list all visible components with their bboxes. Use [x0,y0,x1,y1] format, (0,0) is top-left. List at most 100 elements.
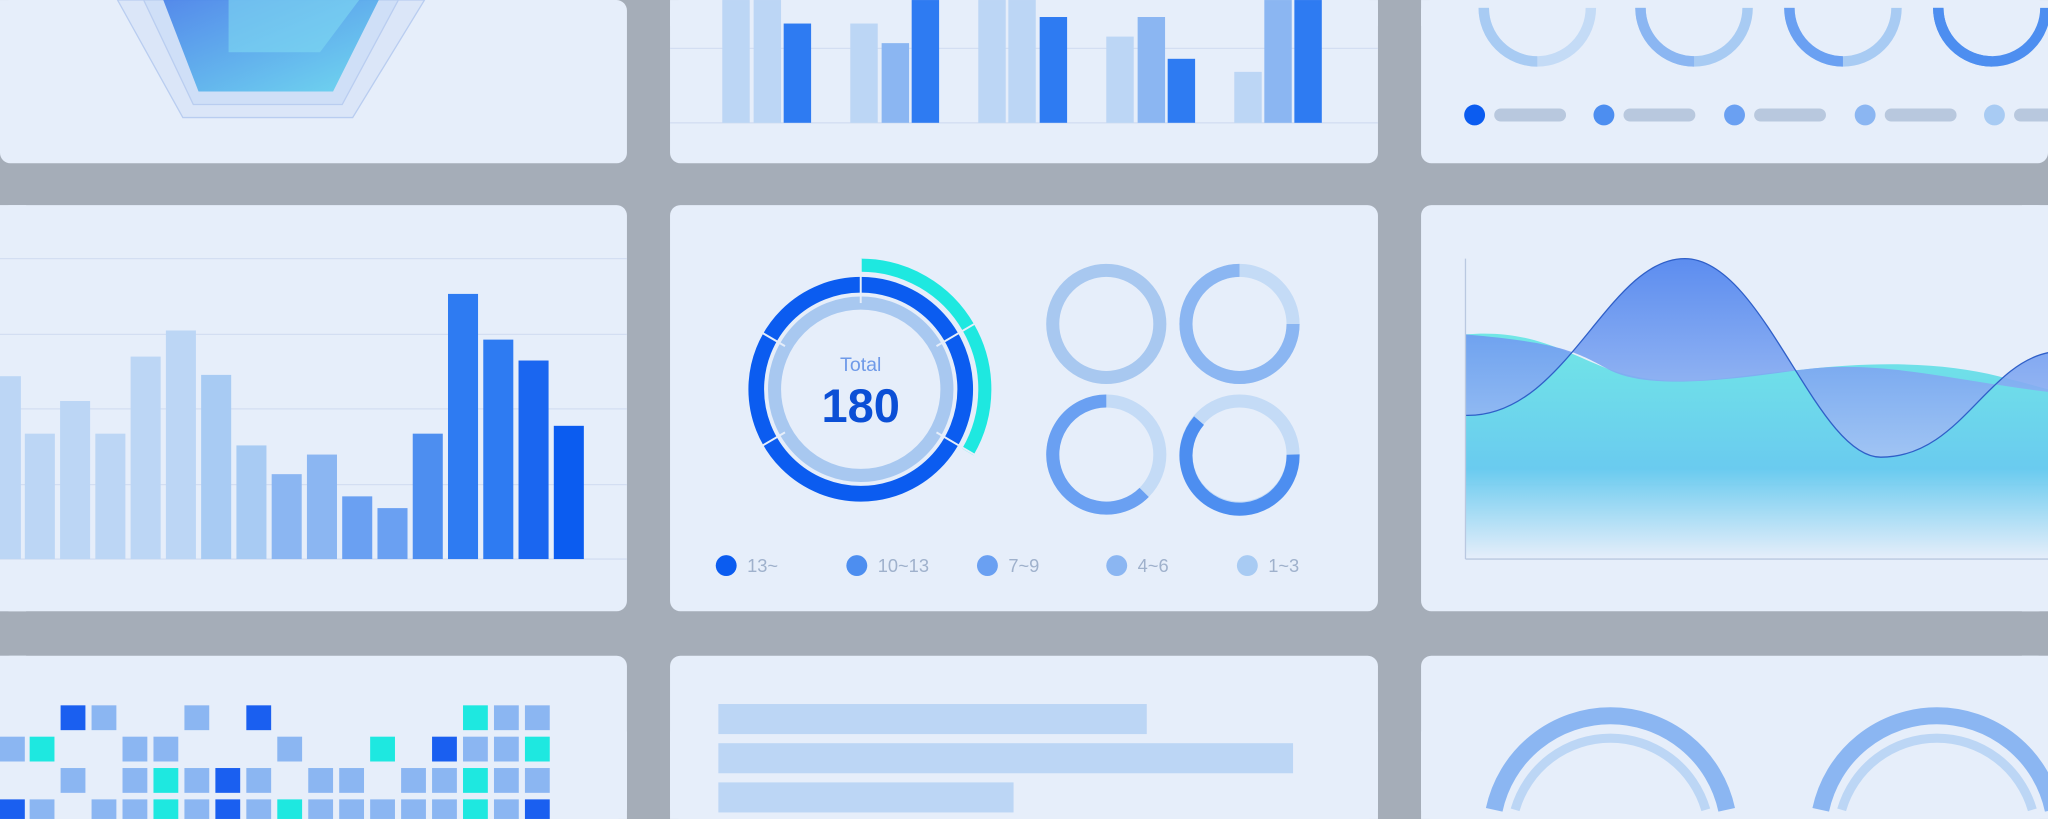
legend-dot [1464,104,1486,126]
legend-label: 4~6 [1138,555,1169,576]
area-chart [1464,257,2048,560]
bar [978,0,1006,123]
heat-cell [0,736,25,762]
progress-ring-fill [1784,7,1844,67]
legend-placeholder [1623,108,1696,122]
legend-dot [1593,104,1615,126]
heat-cell [29,736,55,762]
hbar [718,704,1147,735]
heat-cell [60,705,86,731]
heat-cell [493,799,519,819]
heat-cell [246,705,272,731]
legend-item[interactable]: 4~6 [1106,555,1169,576]
bar [1039,17,1068,123]
gauge-ring [1485,707,1735,812]
heat-cell [91,799,117,819]
grouped-bars [722,0,1322,123]
bar [377,508,408,560]
heat-cell [0,799,25,819]
heat-cell [463,705,488,731]
progress-ring-fill [1635,7,1695,67]
mini-donuts [1046,263,1300,516]
heat-cell [246,768,272,793]
progress-rings [1464,7,2048,126]
bar [1167,58,1196,123]
donut-total-value: 180 [822,379,900,432]
gauge-ring [1812,707,2048,812]
bar [1294,0,1322,123]
bar [95,433,126,560]
heat-cell [215,768,241,793]
heat-cell [524,799,550,819]
heat-cell [432,736,457,762]
legend-label: 1~3 [1268,555,1299,576]
progress-ring-fill [1478,7,1538,67]
bar [0,376,21,560]
legend: 13~ 10~13 7~9 4~6 1~3 [715,555,1299,576]
legend-placeholder [1494,108,1567,122]
bar [412,433,443,560]
heat-cell [122,736,148,762]
heat-cell [60,768,86,793]
heat-cell [524,736,550,762]
legend-item[interactable]: 10~13 [846,555,929,576]
bar [911,0,940,123]
legend-placeholder [1884,108,1957,122]
heat-cell [215,799,241,819]
heat-cell [463,736,488,762]
heat-cell [493,705,519,731]
heat-cell [308,799,334,819]
legend-placeholder [2014,108,2048,122]
hbar [718,743,1294,774]
bar [1106,36,1134,123]
heat-cell [153,736,179,762]
heat-cell [277,736,303,762]
heat-cell [153,768,179,793]
heat-cell [277,799,303,819]
bar [306,454,337,560]
bar [483,339,514,560]
heat-cell [493,768,519,793]
bar [236,445,267,560]
gauge-rings [1485,707,2048,812]
legend-item[interactable]: 13~ [715,555,778,576]
heat-cell [122,768,148,793]
bar [783,23,812,123]
heatmap [0,705,550,819]
heat-cell [432,799,457,819]
heat-cell [401,768,426,793]
bar [1264,0,1292,123]
bar [271,474,302,560]
bar [722,0,750,123]
area-series-blue [1465,258,2048,458]
heat-cell [432,768,457,793]
heat-cell [370,736,395,762]
heat-cell [463,799,488,819]
bar [881,43,910,123]
legend-dot [1984,104,2005,126]
mini-donut [1179,416,1300,516]
bar [850,23,878,123]
legend-label: 7~9 [1008,555,1039,576]
heat-cell [29,799,55,819]
legend-label: 13~ [747,555,778,576]
heat-cell [91,705,117,731]
legend-item[interactable]: 7~9 [976,555,1039,576]
mini-donut [1046,263,1167,385]
bar [518,360,549,560]
heat-cell [122,799,148,819]
bar [1008,0,1036,123]
legend-dot [1854,104,1876,126]
bar [1137,17,1166,123]
heat-cell [401,799,426,819]
legend-placeholder [1754,108,1826,122]
heat-cell [153,799,179,819]
bar [753,0,782,123]
donut-label: Total [840,354,881,376]
total-donut: Total 180 [746,258,992,502]
heat-cell [339,768,365,793]
legend-item[interactable]: 1~3 [1236,555,1299,576]
bar [24,433,55,560]
bar [60,401,91,560]
